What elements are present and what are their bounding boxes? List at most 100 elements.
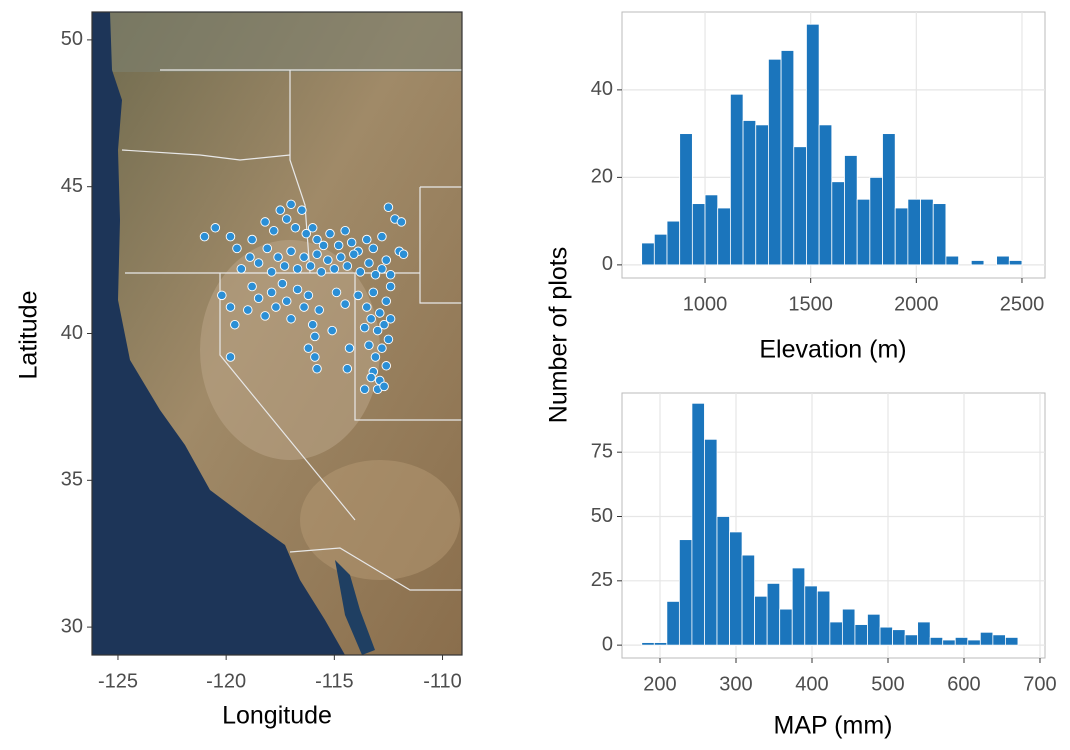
point [277,278,288,289]
point [269,225,279,236]
bar [741,554,756,646]
point [286,199,296,210]
point [297,205,307,215]
point [275,205,285,215]
x-tick-label: 600 [947,673,980,695]
bar [818,124,833,266]
point [225,302,236,312]
y-tick-label: 0 [602,633,613,655]
y-tick-label: 30 [61,615,83,637]
bar [904,634,919,646]
point [359,384,370,395]
bar [779,608,793,646]
point [299,302,309,312]
x-tick-label: 700 [1023,673,1056,695]
bar [917,621,931,646]
point [281,296,292,306]
bar [856,198,871,266]
point [331,287,342,298]
x-axis-title: MAP (mm) [774,712,893,740]
point [271,302,281,312]
map-background [92,12,462,655]
point [375,308,385,318]
point [333,240,344,251]
bar [945,255,959,266]
point [301,228,311,239]
bar [717,207,731,266]
bar [992,634,1006,646]
point [260,217,270,227]
point [310,331,320,342]
point [266,287,277,298]
point [377,343,387,353]
bar [791,567,806,646]
point [377,264,387,274]
bar [729,531,743,646]
point [396,217,407,227]
bar [929,637,944,646]
panel-border [621,392,1046,659]
point [312,249,322,259]
point [370,270,381,280]
point [253,258,264,268]
point [225,352,236,362]
point [327,325,337,336]
point [381,296,392,306]
point [342,261,353,271]
point [292,284,303,295]
bar [967,639,981,646]
point [286,246,296,257]
point [372,325,383,336]
bar [804,585,818,646]
point [377,231,387,242]
x-tick-label: 200 [643,673,676,695]
x-tick-label: -110 [423,670,462,692]
y-axis-title: Latitude [15,291,43,380]
y-tick-label: 40 [591,78,613,100]
y-tick-label: 0 [602,253,613,275]
bar [996,255,1010,266]
point [355,267,366,277]
point [299,252,309,262]
bar [653,642,668,646]
point [303,343,314,353]
bar [742,120,757,266]
y-tick-label: 75 [591,440,613,462]
y-tick-label: 40 [61,322,83,344]
bar [894,207,909,266]
point [286,314,296,324]
x-tick-label: -120 [206,670,246,692]
x-tick-label: -125 [98,670,138,692]
panel-border [621,11,1046,279]
point [381,255,392,265]
point [340,299,350,309]
point [230,319,240,330]
bar [954,637,969,646]
point [307,319,318,330]
x-tick-label: -115 [315,670,354,692]
bar [907,198,921,266]
point [368,243,379,254]
point [232,243,242,254]
point [312,234,322,245]
point [359,322,370,333]
point [385,270,396,280]
point [236,264,247,274]
point [340,225,350,236]
point [362,234,372,245]
bar [920,198,934,266]
point [370,352,381,362]
bar [854,624,868,646]
point [266,267,277,277]
point [346,237,357,248]
bar [942,639,956,646]
x-tick-label: 2000 [894,293,939,315]
bar [793,146,807,266]
point [281,214,292,224]
bar [641,242,655,266]
point [353,290,363,301]
bar [691,402,705,646]
point [362,302,372,312]
